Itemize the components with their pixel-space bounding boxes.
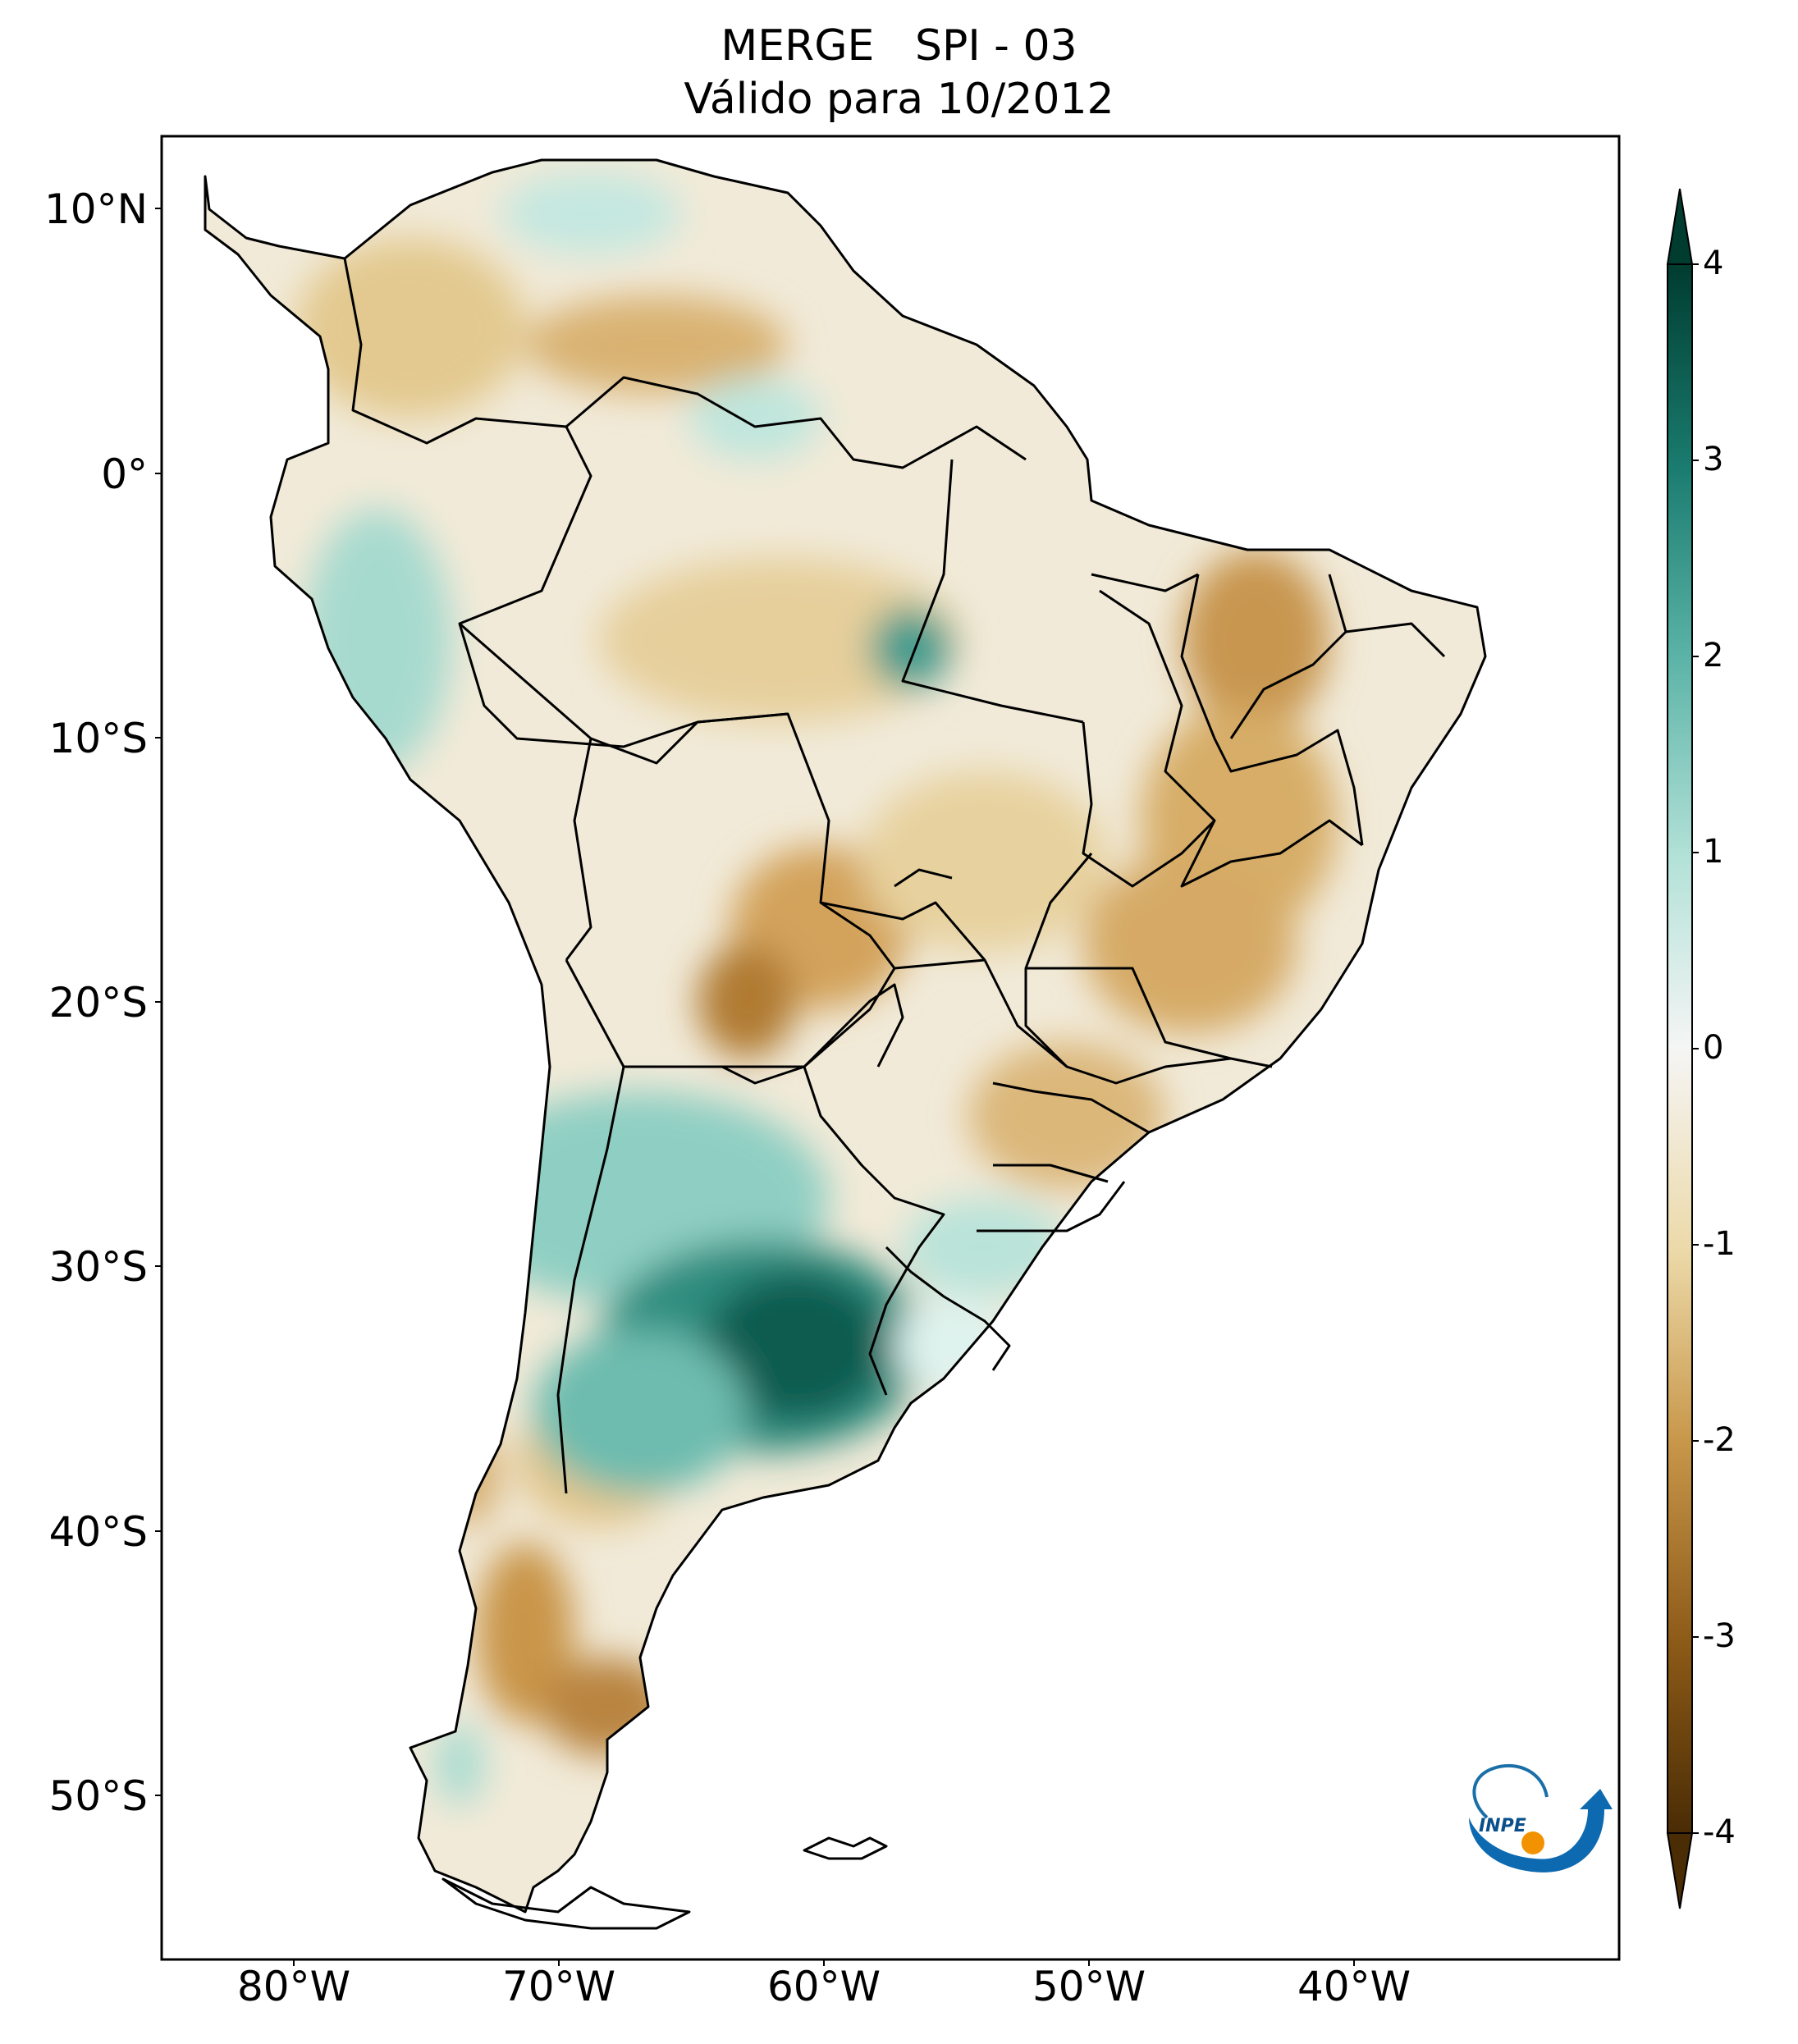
colorbar-label-neg2: -2	[1703, 1421, 1736, 1459]
colorbar	[1666, 188, 1699, 1909]
svg-text:INPE: INPE	[1479, 1816, 1526, 1836]
lon-label-70w: 70°W	[501, 1963, 616, 2010]
colorbar-label-1: 1	[1703, 833, 1724, 871]
map-subtitle: Válido para 10/2012	[684, 75, 1114, 124]
colorbar-label-neg3: -3	[1703, 1617, 1736, 1655]
lat-label-50s: 50°S	[48, 1772, 148, 1820]
lat-label-0: 0°	[101, 450, 148, 498]
map-title: MERGE SPI - 03	[721, 21, 1077, 71]
colorbar-label-4: 4	[1703, 245, 1724, 282]
colorbar-label-0: 0	[1703, 1029, 1724, 1067]
colorbar-label-2: 2	[1703, 637, 1724, 674]
lon-label-50w: 50°W	[1032, 1963, 1146, 2010]
lat-label-40s: 40°S	[48, 1508, 148, 1556]
lat-label-30s: 30°S	[48, 1243, 148, 1291]
lon-label-40w: 40°W	[1297, 1963, 1411, 2010]
colorbar-label-3: 3	[1703, 441, 1724, 478]
colorbar-label-neg4: -4	[1703, 1813, 1736, 1851]
lat-label-20s: 20°S	[48, 979, 148, 1027]
colorbar-label-neg1: -1	[1703, 1225, 1736, 1263]
lon-label-80w: 80°W	[236, 1963, 351, 2010]
lon-label-60w: 60°W	[766, 1963, 881, 2010]
inpe-logo: INPE	[1469, 1763, 1613, 1873]
lat-label-10s: 10°S	[48, 715, 148, 762]
axis-ticks	[155, 208, 1355, 1966]
lat-label-10n: 10°N	[43, 185, 148, 233]
coastline-borders	[204, 158, 1487, 1930]
